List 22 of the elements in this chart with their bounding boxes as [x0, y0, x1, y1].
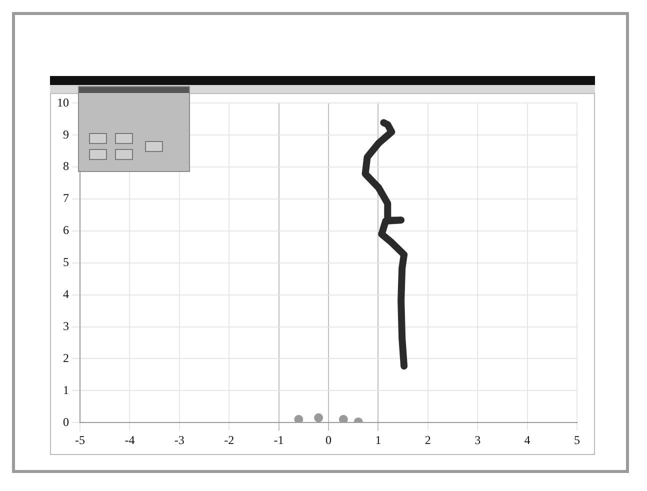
x-tick-label: 1 — [375, 432, 382, 447]
x-tick-label: 0 — [326, 432, 332, 447]
x-tick-label: -4 — [124, 432, 135, 447]
x-tick-label: -2 — [224, 432, 234, 447]
y-tick-label: 8 — [63, 159, 69, 174]
y-tick-label: 3 — [63, 318, 69, 333]
x-tick-label: 5 — [574, 432, 580, 447]
y-tick-label: 4 — [63, 286, 69, 301]
y-tick-label: 0 — [63, 414, 69, 429]
y-tick-label: 6 — [63, 223, 69, 238]
x-tick-label: 4 — [524, 432, 530, 447]
y-tick-label: 1 — [63, 382, 69, 397]
x-tick-label: 3 — [474, 432, 481, 447]
x-tick-label: -1 — [274, 432, 284, 447]
y-tick-label: 10 — [57, 95, 69, 110]
y-tick-label: 2 — [63, 350, 69, 365]
x-tick-label: -3 — [174, 432, 184, 447]
y-tick-label: 5 — [63, 255, 69, 270]
x-tick-label: -5 — [75, 432, 85, 447]
y-tick-label: 9 — [63, 127, 69, 142]
x-tick-label: 2 — [424, 432, 431, 447]
y-tick-label: 7 — [63, 191, 69, 206]
